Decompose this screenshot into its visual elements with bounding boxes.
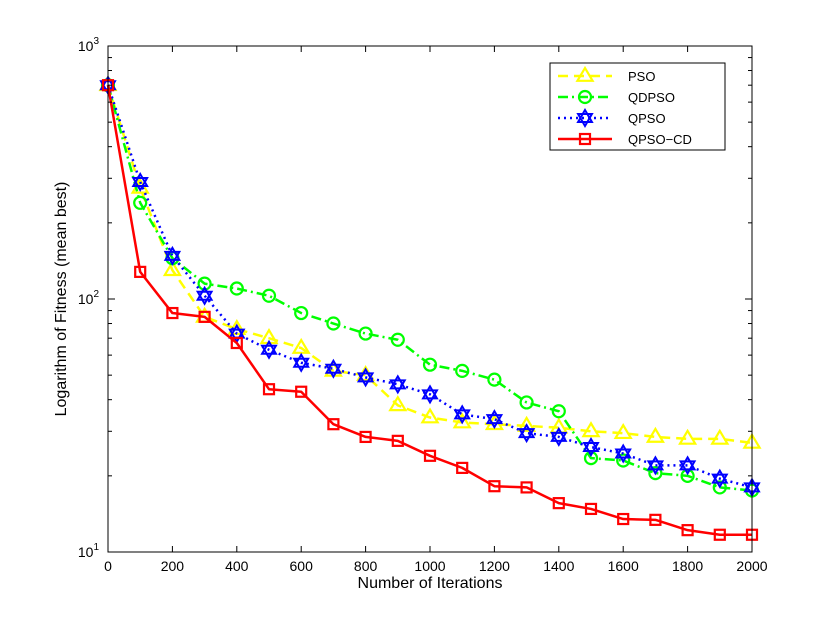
data-point <box>519 395 534 410</box>
data-point <box>681 524 694 537</box>
data-point <box>229 281 244 296</box>
x-tick-label: 200 <box>161 558 185 574</box>
data-point <box>327 418 340 431</box>
legend-label: QDPSO <box>628 90 675 105</box>
data-point <box>166 306 179 320</box>
legend-label: QPSO−CD <box>628 132 692 147</box>
data-point <box>517 415 537 432</box>
legend-label: PSO <box>628 69 655 84</box>
data-point <box>295 385 308 398</box>
data-point <box>198 310 211 323</box>
data-point <box>423 449 437 462</box>
data-point <box>712 480 727 495</box>
data-point <box>649 513 662 526</box>
x-tick-label: 400 <box>225 558 249 574</box>
data-point <box>551 404 566 419</box>
data-point <box>613 422 633 440</box>
data-point <box>452 412 472 429</box>
data-point <box>581 421 601 438</box>
data-point <box>421 384 439 405</box>
data-point <box>359 430 372 444</box>
x-tick-label: 800 <box>354 558 378 574</box>
series-line <box>106 84 753 445</box>
data-point <box>646 455 665 476</box>
data-point <box>324 358 343 379</box>
data-point <box>388 395 408 412</box>
data-point <box>358 326 373 341</box>
data-point <box>195 285 214 306</box>
data-point <box>711 468 729 489</box>
data-point <box>163 245 182 266</box>
x-tick-label: 1600 <box>608 558 639 574</box>
data-point <box>294 305 309 321</box>
y-axis-title: Logarithm of Fitness (mean best) <box>53 182 70 417</box>
data-point <box>517 423 536 444</box>
y-tick-label: 101 <box>78 542 100 560</box>
x-tick-label: 1000 <box>414 558 445 574</box>
x-tick-label: 0 <box>104 558 112 574</box>
legend-label: QPSO <box>628 111 666 126</box>
series-line <box>106 84 753 492</box>
legend-marker <box>578 132 592 146</box>
data-point <box>713 528 726 541</box>
data-point <box>582 437 600 458</box>
series-layer <box>98 75 762 541</box>
data-point <box>614 443 632 464</box>
series-line <box>106 84 752 536</box>
data-point <box>261 288 277 303</box>
data-point <box>326 316 341 331</box>
x-tick-label: 600 <box>290 558 314 574</box>
data-point <box>488 480 501 493</box>
data-point <box>645 426 665 443</box>
data-point <box>260 339 278 360</box>
legend: PSO QDPSO QPSO QPSO−CD <box>549 62 726 151</box>
data-point <box>552 497 565 510</box>
x-tick-label: 1800 <box>672 558 703 574</box>
y-tick-label: 103 <box>78 36 100 54</box>
series-line <box>106 84 753 489</box>
x-tick-label: 1200 <box>479 558 510 574</box>
data-point <box>710 428 730 445</box>
data-point <box>520 481 533 494</box>
data-point <box>678 428 698 445</box>
data-point <box>391 434 404 447</box>
data-point <box>617 512 630 526</box>
data-point <box>583 451 599 466</box>
data-point <box>420 407 440 424</box>
data-point <box>453 404 471 425</box>
data-point <box>356 367 375 388</box>
legend-marker <box>575 65 595 82</box>
series-qpso <box>99 75 761 498</box>
data-point <box>389 374 407 395</box>
ticks-layer: 0 200 400 600 800 1000 1200 1400 1600 1800 2000 101… <box>78 36 768 574</box>
data-point <box>422 357 438 372</box>
data-point <box>485 409 504 430</box>
data-point <box>584 502 598 516</box>
y-tick-label: 102 <box>78 289 100 307</box>
legend-marker <box>577 89 593 105</box>
data-point <box>550 426 568 447</box>
data-point <box>133 195 148 210</box>
data-point <box>292 352 310 373</box>
series-qpso-cd <box>101 79 759 541</box>
data-point <box>390 332 405 347</box>
data-point <box>455 363 470 378</box>
data-point <box>230 336 243 350</box>
legend-marker <box>576 108 594 128</box>
data-point <box>262 383 276 396</box>
x-axis-title: Number of Iterations <box>358 575 503 592</box>
data-point <box>134 265 147 278</box>
x-tick-label: 2000 <box>736 558 767 574</box>
data-point <box>162 260 182 277</box>
data-point <box>456 461 469 474</box>
data-point <box>487 372 502 387</box>
x-tick-label: 1400 <box>543 558 574 574</box>
data-point <box>678 455 697 476</box>
data-point <box>131 172 149 193</box>
data-point <box>648 466 663 481</box>
